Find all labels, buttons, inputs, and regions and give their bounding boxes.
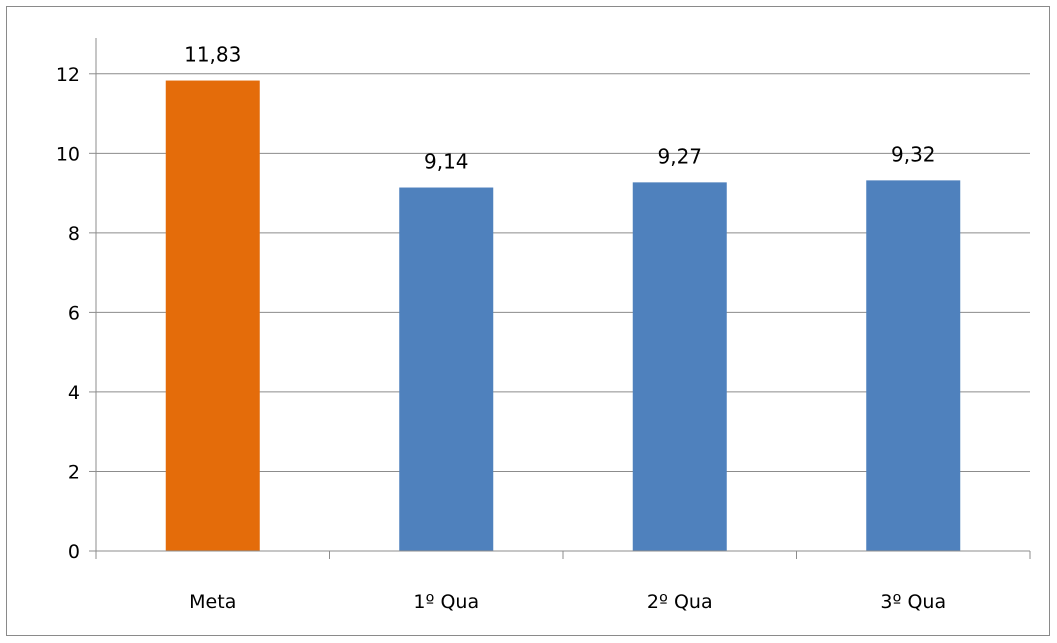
y-tick-label: 4 (68, 382, 80, 404)
y-tick-label: 12 (56, 64, 80, 86)
category-label-1: 1º Qua (413, 591, 479, 613)
x-axis-categories: Meta 1º Qua 2º Qua 3º Qua (189, 591, 946, 613)
y-tick-label: 0 (68, 541, 80, 563)
y-tick-label: 10 (56, 143, 80, 165)
category-label-0: Meta (189, 591, 236, 613)
bar-3 (866, 180, 961, 552)
data-label-2: 9,27 (657, 144, 702, 168)
bar-1 (399, 187, 494, 551)
data-label-3: 9,32 (891, 142, 936, 166)
category-label-3: 3º Qua (880, 591, 946, 613)
y-tick-label: 6 (68, 302, 80, 324)
axes (89, 38, 1031, 559)
data-labels: 11,83 9,14 9,27 9,32 (184, 43, 935, 174)
category-label-2: 2º Qua (647, 591, 713, 613)
bar-0 (165, 80, 260, 552)
y-axis-ticks: 0 2 4 6 8 10 12 (56, 64, 80, 563)
bars (165, 80, 961, 552)
data-label-0: 11,83 (184, 43, 241, 67)
bar-2 (632, 182, 727, 551)
y-tick-label: 2 (68, 461, 80, 483)
data-label-1: 9,14 (424, 150, 469, 174)
y-tick-label: 8 (68, 223, 80, 245)
